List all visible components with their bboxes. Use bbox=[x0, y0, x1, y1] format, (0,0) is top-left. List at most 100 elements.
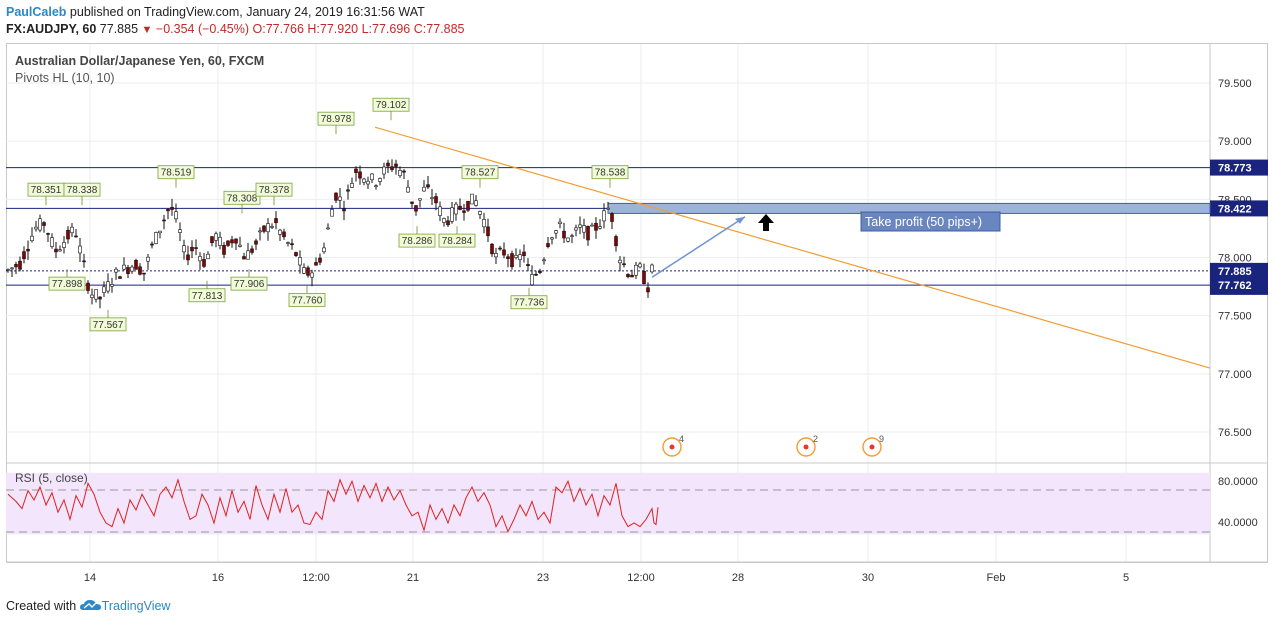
pivot-label-box bbox=[230, 276, 268, 291]
candle-body bbox=[494, 253, 498, 258]
candle-body bbox=[306, 267, 310, 276]
candle-body bbox=[558, 221, 562, 224]
candle-body bbox=[22, 251, 26, 260]
pivot-label-box bbox=[255, 182, 293, 197]
pivot-label: 78.538 bbox=[595, 168, 626, 179]
candle-body bbox=[62, 242, 66, 248]
candle-body bbox=[426, 184, 430, 188]
candle-body bbox=[398, 169, 402, 177]
up-arrow-icon bbox=[758, 214, 774, 231]
candle-body bbox=[326, 227, 330, 230]
candle-body bbox=[442, 218, 446, 223]
economic-event-count: 4 bbox=[679, 434, 684, 444]
candle-body bbox=[570, 235, 574, 237]
candle-body bbox=[302, 267, 306, 274]
symbol-bar: FX:AUDJPY, 60 77.885 ▼ −0.354 (−0.45%) O… bbox=[6, 22, 464, 36]
projection-arrow-line bbox=[651, 216, 746, 278]
candle-body bbox=[34, 226, 38, 230]
candle-body bbox=[70, 226, 74, 234]
candle-body bbox=[550, 237, 554, 240]
candle-body bbox=[614, 236, 618, 247]
pivot-label: 78.286 bbox=[402, 236, 433, 247]
candle-body bbox=[534, 273, 538, 276]
candle-body bbox=[210, 236, 214, 244]
price-axis-label: 79.000 bbox=[1218, 136, 1252, 148]
candle-body bbox=[146, 256, 150, 262]
candle-body bbox=[238, 244, 242, 247]
candle-body bbox=[634, 264, 638, 276]
candle-body bbox=[298, 257, 302, 266]
candle-body bbox=[206, 253, 210, 260]
candle-body bbox=[230, 239, 234, 244]
pivot-label-box bbox=[398, 233, 436, 248]
candle-body bbox=[186, 254, 190, 261]
pivot-label: 77.813 bbox=[192, 291, 223, 302]
candle-body bbox=[590, 224, 594, 227]
candle-body bbox=[174, 211, 178, 220]
pivot-label-box bbox=[157, 165, 195, 180]
candle-body bbox=[234, 238, 238, 244]
candle-body bbox=[178, 229, 182, 233]
candle-body bbox=[166, 209, 170, 212]
pivot-label-box bbox=[317, 111, 355, 126]
candle-body bbox=[350, 183, 354, 188]
candle-body bbox=[150, 243, 154, 246]
time-axis-label: 12:00 bbox=[302, 572, 330, 584]
candle-body bbox=[578, 224, 582, 228]
candle-body bbox=[162, 219, 166, 222]
candle-body bbox=[482, 219, 486, 228]
candle-body bbox=[622, 263, 626, 266]
take-profit-box bbox=[860, 211, 1001, 232]
symbol-name: FX:AUDJPY, 60 bbox=[6, 22, 97, 36]
candle-body bbox=[626, 274, 630, 278]
candle-body bbox=[450, 207, 454, 222]
candle-body bbox=[586, 226, 590, 241]
pivot-label: 78.308 bbox=[227, 193, 258, 204]
candle-body bbox=[458, 205, 462, 210]
candle-body bbox=[498, 247, 502, 250]
pivot-label: 77.736 bbox=[514, 298, 545, 309]
candle-body bbox=[346, 189, 350, 192]
time-axis-label: 14 bbox=[84, 572, 96, 584]
published-text: published on TradingView.com, January 24… bbox=[69, 5, 425, 19]
pivot-label: 78.378 bbox=[259, 185, 290, 196]
pivot-label-box bbox=[372, 97, 410, 112]
candle-body bbox=[262, 225, 266, 232]
rsi-legend: RSI (5, close) bbox=[15, 471, 88, 485]
candle-body bbox=[454, 203, 458, 215]
candle-body bbox=[158, 230, 162, 234]
author-name[interactable]: PaulCaleb bbox=[6, 5, 67, 19]
candle-body bbox=[130, 266, 134, 272]
candle-body bbox=[406, 186, 410, 193]
candle-body bbox=[650, 264, 654, 273]
candle-body bbox=[66, 229, 70, 240]
candle-body bbox=[526, 264, 530, 266]
candle-body bbox=[382, 166, 386, 175]
pivot-label: 78.284 bbox=[442, 236, 473, 247]
pivot-label-box bbox=[288, 293, 326, 307]
candle-body bbox=[218, 236, 222, 246]
candle-body bbox=[502, 249, 506, 256]
candle-body bbox=[410, 201, 414, 204]
rsi-line bbox=[7, 478, 659, 533]
candle-body bbox=[554, 230, 558, 234]
candle-body bbox=[574, 227, 578, 231]
candle-body bbox=[446, 220, 450, 226]
candle-body bbox=[418, 198, 422, 201]
candle-body bbox=[110, 284, 114, 287]
pivot-label: 78.351 bbox=[31, 185, 62, 196]
candle-body bbox=[82, 260, 86, 263]
pivot-label: 78.338 bbox=[67, 185, 98, 196]
chart-legend-title: Australian Dollar/Japanese Yen, 60, FXCM bbox=[15, 54, 265, 68]
candle-body bbox=[118, 276, 122, 279]
price-axis-label: 77.500 bbox=[1218, 311, 1252, 323]
candle-body bbox=[542, 259, 546, 262]
candle-body bbox=[618, 259, 622, 264]
candle-body bbox=[106, 281, 110, 292]
time-axis-label: Feb bbox=[987, 572, 1006, 584]
candle-body bbox=[462, 210, 466, 213]
candle-body bbox=[438, 206, 442, 216]
economic-event-count: 2 bbox=[813, 434, 818, 444]
tradingview-logo[interactable]: TradingView bbox=[79, 599, 170, 613]
